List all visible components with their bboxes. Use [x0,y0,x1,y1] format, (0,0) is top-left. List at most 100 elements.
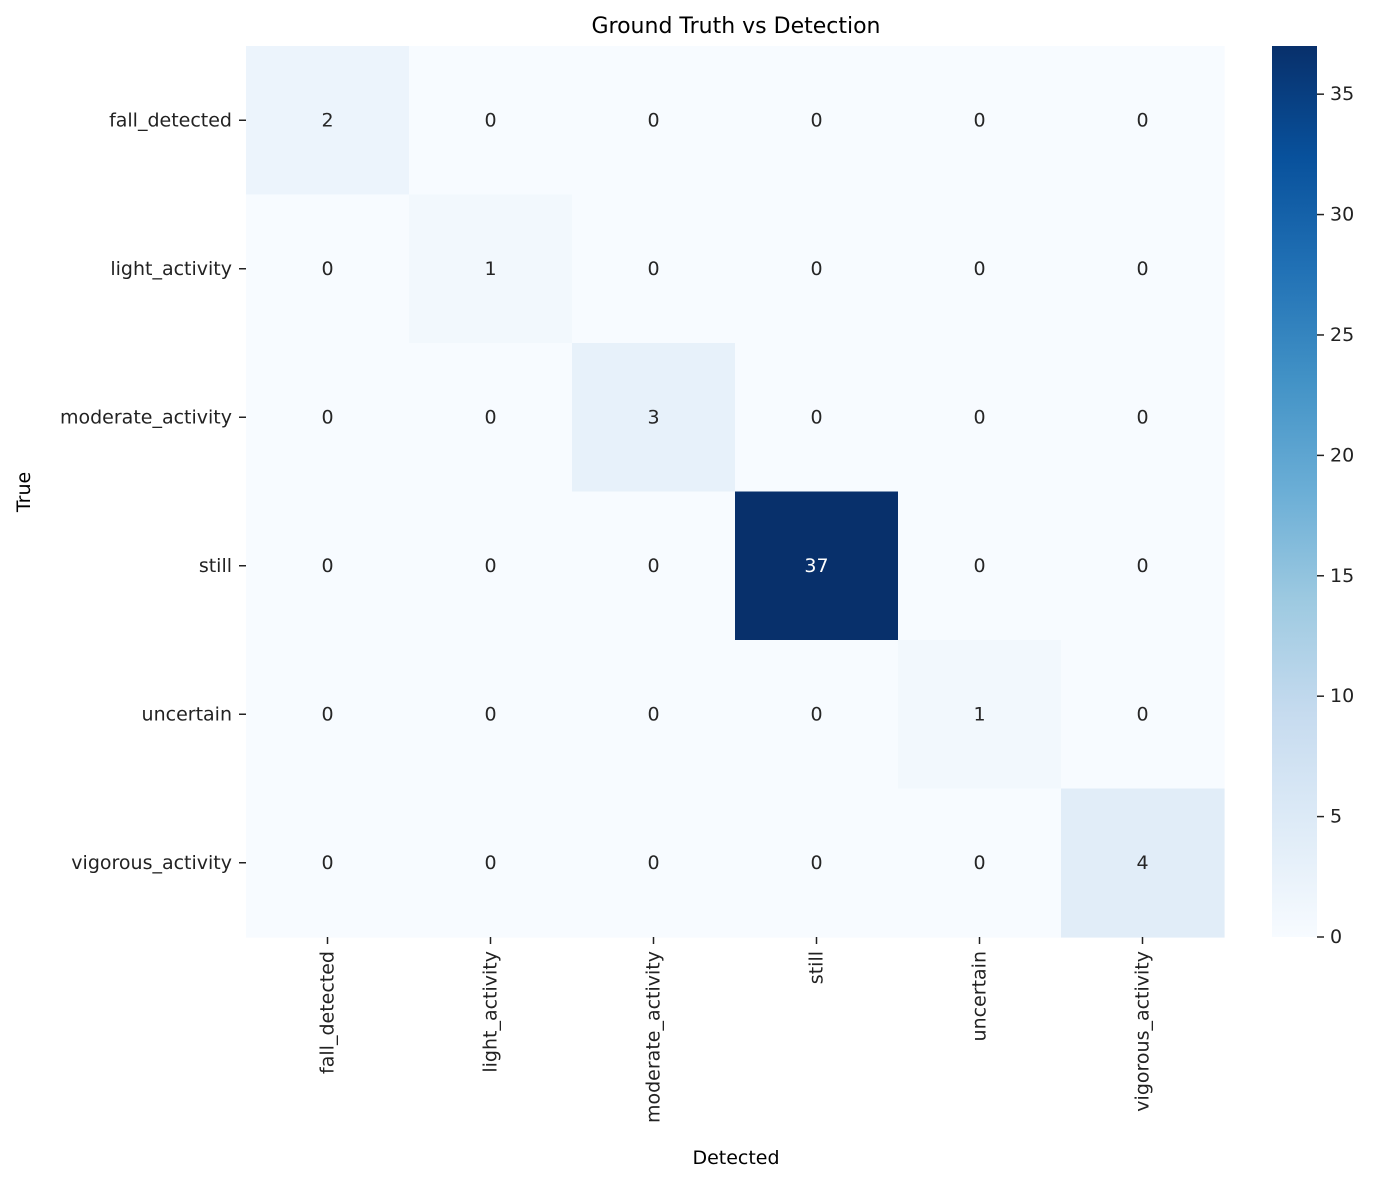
heatmap-cell [572,640,736,790]
cell-value-label: 4 [1136,852,1148,874]
y-tick-label: moderate_activity [60,406,232,428]
y-tick-label: light_activity [110,258,232,280]
cell-value-label: 0 [810,406,822,428]
cell-value-label: 0 [973,406,985,428]
heatmap-cell [898,491,1062,641]
colorbar-ticks: 0 5 10 15 20 25 30 35 [1317,83,1354,948]
heatmap-cell [246,640,410,790]
cell-value-label: 0 [973,852,985,874]
heatmap-cell [898,788,1062,938]
colorbar-tick-label: 35 [1330,83,1354,105]
cell-value-label: 0 [321,406,333,428]
heatmap-cell [246,788,410,938]
cell-value-label: 0 [1136,406,1148,428]
heatmap-cell [409,788,573,938]
heatmap-cell [898,640,1062,790]
heatmap-cell [735,788,899,938]
heatmap-cell [572,788,736,938]
cell-value-label: 0 [810,109,822,131]
colorbar-tick-label: 15 [1330,565,1354,587]
x-axis-label: Detected [692,1147,779,1169]
y-tick-label: still [199,555,232,577]
heatmap-cell [1061,46,1225,196]
colorbar [1272,46,1317,937]
cell-value-label: 0 [321,852,333,874]
cell-value-label: 0 [647,258,659,280]
cell-value-label: 0 [484,703,496,725]
heatmap-cell [572,343,736,493]
heatmap-cell [409,640,573,790]
cell-value-label: 0 [973,109,985,131]
cell-value-label: 1 [484,258,496,280]
cell-value-label: 2 [321,109,333,131]
heatmap-cell [572,491,736,641]
heatmap-cell [246,491,410,641]
cell-value-label: 0 [321,258,333,280]
x-tick-label: vigorous_activity [1132,951,1154,1112]
cell-value-label: 0 [973,258,985,280]
cell-value-label: 0 [484,555,496,577]
heatmap-cell-labels: 2 0 0 0 0 0 0 1 0 0 0 0 0 0 3 0 0 0 0 0 0 37 0 0 0 0 0 0 1 0 0 0 0 0 0 4 [321,109,1148,874]
cell-value-label: 0 [484,109,496,131]
cell-value-label: 0 [321,703,333,725]
y-tick-label: vigorous_activity [71,852,232,874]
heatmap-cell [1061,194,1225,344]
heatmap-cell [1061,788,1225,938]
heatmap-cell [409,194,573,344]
cell-value-label: 37 [804,555,828,577]
heatmap-cell [898,46,1062,196]
cell-value-label: 0 [1136,555,1148,577]
x-tick-label: fall_detected [317,951,339,1074]
cell-value-label: 0 [647,703,659,725]
heatmap-cell [1061,343,1225,493]
heatmap-cell [246,46,410,196]
colorbar-tick-label: 30 [1330,204,1354,226]
heatmap-cell [409,343,573,493]
heatmap-cell [735,343,899,493]
colorbar-tick-label: 0 [1330,926,1342,948]
heatmap-cell [735,491,899,641]
colorbar-tick-label: 5 [1330,806,1342,828]
chart-title: Ground Truth vs Detection [591,14,880,39]
cell-value-label: 0 [810,703,822,725]
cell-value-label: 1 [973,703,985,725]
x-tick-label: still [806,951,828,984]
x-tick-label: moderate_activity [643,951,665,1123]
heatmap-cell [1061,491,1225,641]
colorbar-tick-label: 25 [1330,324,1354,346]
heatmap-cell [898,194,1062,344]
cell-value-label: 0 [1136,109,1148,131]
colorbar-tick-label: 10 [1330,685,1354,707]
heatmap-cell [735,640,899,790]
cell-value-label: 0 [1136,703,1148,725]
cell-value-label: 0 [973,555,985,577]
heatmap-cell [572,194,736,344]
heatmap-cell [735,46,899,196]
y-axis-ticks: fall_detected light_activity moderate_acti… [60,109,246,874]
heatmap-cell [246,194,410,344]
cell-value-label: 0 [1136,258,1148,280]
cell-value-label: 0 [484,852,496,874]
colorbar-tick-label: 20 [1330,444,1354,466]
heatmap-cells [246,46,1225,938]
heatmap-cell [409,46,573,196]
cell-value-label: 0 [484,406,496,428]
y-tick-label: uncertain [142,703,232,725]
heatmap-cell [898,343,1062,493]
heatmap-cell [1061,640,1225,790]
heatmap-cell [735,194,899,344]
cell-value-label: 0 [810,852,822,874]
cell-value-label: 0 [647,555,659,577]
cell-value-label: 0 [647,109,659,131]
cell-value-label: 0 [810,258,822,280]
cell-value-label: 0 [647,852,659,874]
cell-value-label: 0 [321,555,333,577]
heatmap-cell [572,46,736,196]
y-tick-label: fall_detected [109,109,232,131]
heatmap-cell [409,491,573,641]
cell-value-label: 3 [647,406,659,428]
x-axis-ticks: fall_detected light_activity moderate_acti… [317,937,1154,1123]
x-tick-label: uncertain [969,951,991,1041]
x-tick-label: light_activity [480,951,502,1073]
